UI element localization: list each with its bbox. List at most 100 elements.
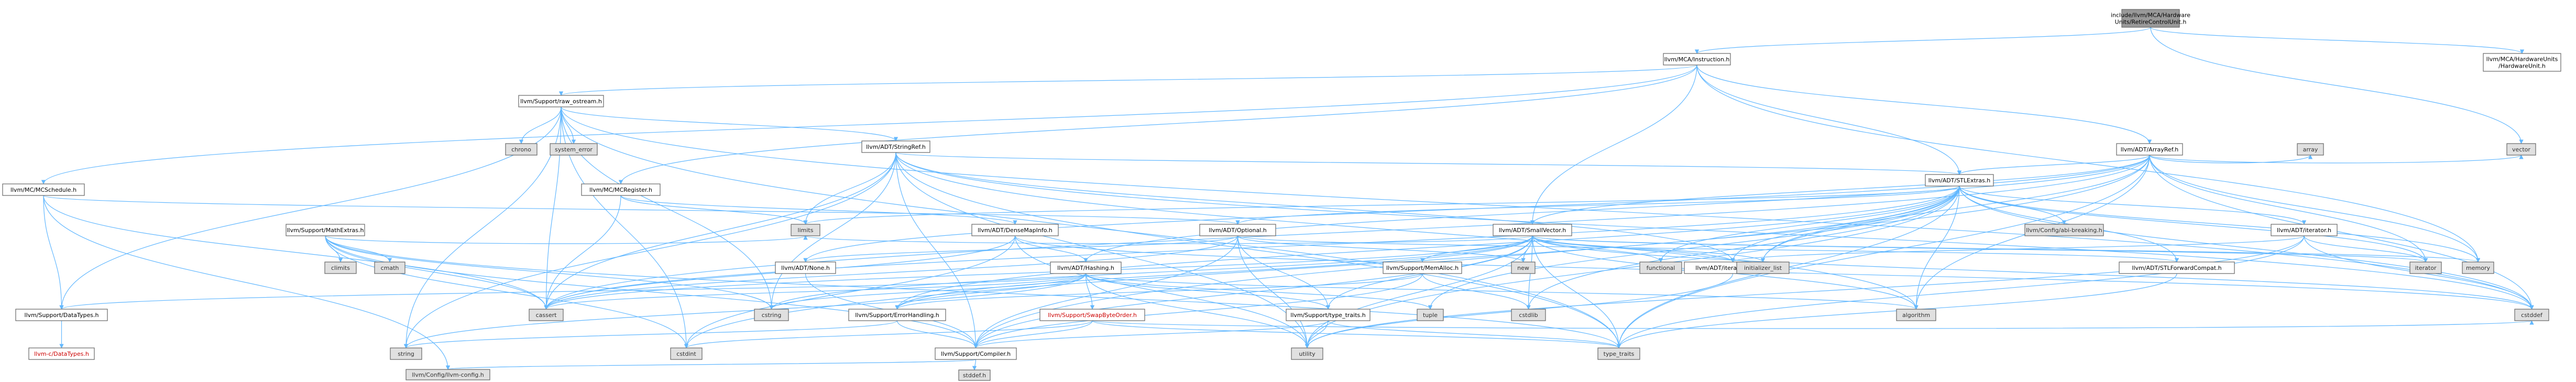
node-instruction[interactable]: llvm/MCA/Instruction.h [1663, 53, 1731, 66]
node-box [374, 261, 405, 274]
edge-hashing-to-string [403, 273, 1087, 348]
node-iterator[interactable]: llvm/ADT/iterator.h [2271, 224, 2338, 236]
node-arrayref[interactable]: llvm/ADT/ArrayRef.h [2116, 143, 2183, 156]
node-cstring[interactable]: cstring [754, 309, 789, 321]
node-datatypes-s[interactable]: llvm/Support/DataTypes.h [15, 309, 108, 321]
node-box [324, 261, 357, 274]
edge-mathextras-to-limits [325, 235, 808, 244]
node-raw-ostream[interactable]: llvm/Support/raw_ostream.h [518, 95, 604, 107]
node-mathextras[interactable]: llvm/Support/MathExtras.h [286, 224, 365, 236]
node-box [286, 224, 365, 236]
node-llvm-config[interactable]: llvm/Config/llvm-config.h [405, 369, 490, 380]
edge-optional-to-new [1237, 235, 1526, 263]
node-swapbyteorder[interactable]: llvm/Support/SwapByteOrder.h [1039, 309, 1145, 321]
node-label: llvm/ADT/None.h [781, 265, 830, 271]
edge-raw-ostream-to-type-traits [561, 106, 1621, 348]
edge-instruction-to-smallvector [1530, 64, 1697, 225]
node-box [935, 347, 1017, 360]
node-hashing[interactable]: llvm/ADT/Hashing.h [1050, 261, 1122, 274]
node-optional[interactable]: llvm/ADT/Optional.h [1199, 224, 1276, 236]
node-utility[interactable]: utility [1291, 347, 1323, 360]
node-hwunit[interactable]: llvm/MCA/HardwareUnits/HardwareUnit.h [2483, 53, 2561, 72]
edge-hashing-to-type-traits-s [1085, 273, 1331, 310]
node-type-traits-s[interactable]: llvm/Support/type_traits.h [1286, 309, 1371, 321]
node-none[interactable]: llvm/ADT/None.h [775, 261, 836, 274]
node-label: llvm/ADT/StringRef.h [866, 144, 926, 150]
node-label: memory [2466, 265, 2490, 271]
node-box [1597, 347, 1640, 360]
node-label: llvm/Support/SwapByteOrder.h [1048, 312, 1137, 319]
node-vector[interactable]: vector [2506, 143, 2536, 156]
node-stlextras[interactable]: llvm/ADT/STLExtras.h [1925, 174, 1994, 187]
edge-memalloc-to-errorhandling [895, 273, 1423, 310]
edge-root-to-vector [2150, 27, 2524, 144]
node-label: initializer_list [1744, 265, 1782, 271]
edge-compiler-to-stddef [972, 359, 977, 370]
node-functional[interactable]: functional [1639, 261, 1682, 274]
node-stddef[interactable]: stddef.h [958, 369, 991, 381]
edge-smallvector-to-errorhandling [895, 235, 1533, 310]
node-stlforward[interactable]: llvm/ADT/STLForwardCompat.h [2119, 261, 2235, 274]
node-mcschedule[interactable]: llvm/MC/MCSchedule.h [2, 183, 85, 196]
node-errorhandling[interactable]: llvm/Support/ErrorHandling.h [848, 309, 946, 321]
node-label: llvm/Support/type_traits.h [1290, 312, 1365, 319]
edge-stringref-to-string [403, 152, 896, 348]
node-abi-breaking[interactable]: llvm/Config/abi-breaking.h [2024, 224, 2104, 236]
node-box [2121, 9, 2180, 28]
edge-densemapinfo-to-utility [1014, 235, 1310, 348]
node-cstdlib[interactable]: cstdlib [1511, 309, 1546, 321]
node-initializer-list[interactable]: initializer_list [1736, 261, 1790, 274]
node-algorithm[interactable]: algorithm [1896, 309, 1936, 321]
node-mcregister[interactable]: llvm/MC/MCRegister.h [581, 183, 661, 196]
node-new[interactable]: new [1511, 261, 1536, 274]
edge-smallvector-to-memalloc [1420, 235, 1533, 263]
edge-stringref-to-stlextras [895, 152, 1961, 175]
node-stringref[interactable]: llvm/ADT/StringRef.h [861, 140, 930, 153]
edge-raw-ostream-to-chrono [519, 106, 562, 144]
node-type-traits[interactable]: type_traits [1597, 347, 1640, 360]
node-memory[interactable]: memory [2462, 261, 2494, 274]
node-system-error[interactable]: system_error [550, 143, 598, 156]
edge-iterator-to-iterator-s [2304, 235, 2428, 263]
node-array[interactable]: array [2297, 143, 2324, 156]
edge-raw-ostream-to-cassert [544, 106, 562, 310]
node-box [670, 347, 703, 360]
node-cstdint[interactable]: cstdint [670, 347, 703, 360]
node-cstddef[interactable]: cstddef [2514, 309, 2549, 321]
edge-mathextras-to-cassert [325, 235, 549, 310]
node-label: system_error [555, 146, 593, 153]
node-label: cassert [536, 312, 557, 319]
node-label: type_traits [1604, 351, 1635, 357]
node-label: chrono [511, 146, 531, 153]
edge-instruction-to-raw-ostream [559, 64, 1697, 96]
edge-stlextras-to-cstddef [1959, 185, 2534, 310]
node-cassert[interactable]: cassert [529, 309, 564, 321]
node-memalloc[interactable]: llvm/Support/MemAlloc.h [1383, 261, 1462, 274]
node-string[interactable]: string [390, 347, 422, 360]
node-compiler[interactable]: llvm/Support/Compiler.h [935, 347, 1017, 360]
node-box [2024, 224, 2104, 236]
node-box [1291, 347, 1323, 360]
node-box [529, 309, 564, 321]
edge-smallvector-to-cassert [544, 235, 1533, 310]
edge-arrayref-to-cassert [544, 155, 2150, 310]
edge-smallvector-to-iterator-range [1532, 235, 1735, 263]
node-smallvector[interactable]: llvm/ADT/SmallVector.h [1493, 224, 1572, 236]
node-cmath[interactable]: cmath [374, 261, 405, 274]
node-label: llvm/MC/MCRegister.h [589, 187, 652, 193]
node-iterator-s[interactable]: iterator [2409, 261, 2442, 274]
node-climits[interactable]: climits [324, 261, 357, 274]
node-c-datatypes[interactable]: llvm-c/DataTypes.h [28, 347, 95, 360]
node-densemapinfo[interactable]: llvm/ADT/DenseMapInfo.h [971, 224, 1059, 236]
edge-errorhandling-to-compiler [896, 320, 978, 348]
node-chrono[interactable]: chrono [505, 143, 538, 156]
edge-stringref-to-compiler [895, 152, 978, 348]
node-tuple[interactable]: tuple [1417, 309, 1444, 321]
edge-hashing-to-tuple [1085, 273, 1433, 310]
node-limits[interactable]: limits [791, 224, 820, 236]
nodes-layer: include/llvm/MCA/HardwareUnits/RetireCon… [2, 9, 2561, 381]
node-label: cstring [762, 312, 782, 319]
edge-mcschedule-to-llvm-config [43, 195, 451, 370]
node-root[interactable]: include/llvm/MCA/HardwareUnits/RetireCon… [2111, 9, 2190, 28]
